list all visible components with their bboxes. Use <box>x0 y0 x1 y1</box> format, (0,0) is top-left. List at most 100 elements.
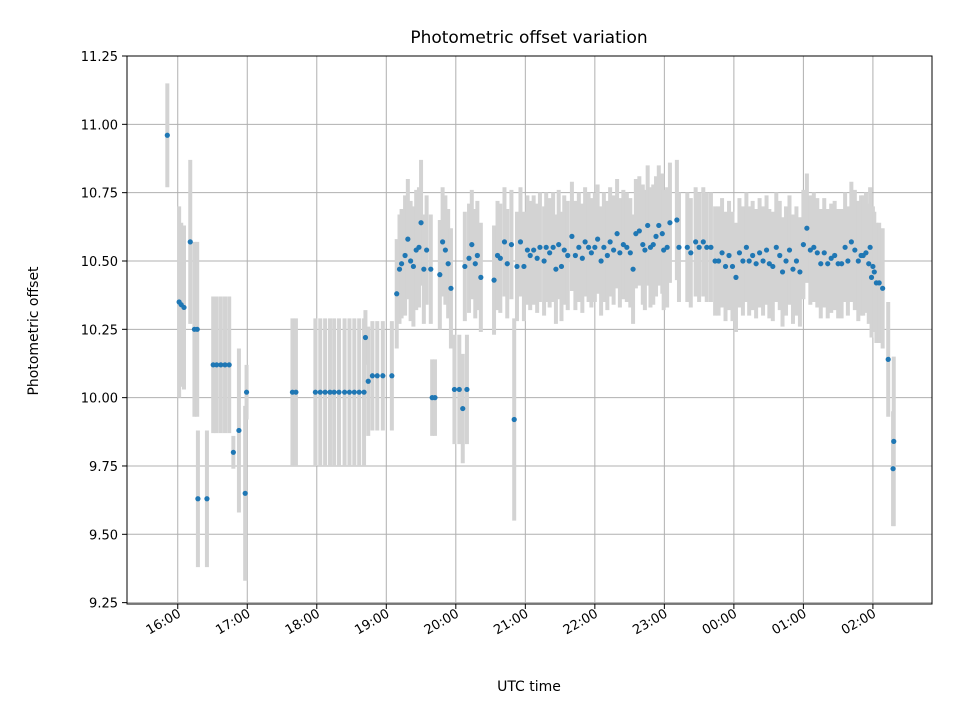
y-tick-label: 9.75 <box>89 460 118 475</box>
data-point <box>797 269 803 275</box>
data-point <box>374 373 380 379</box>
data-point <box>733 274 739 280</box>
data-point <box>645 222 651 229</box>
data-point <box>604 252 610 259</box>
data-point <box>763 247 770 253</box>
data-point <box>556 241 562 248</box>
y-axis-label: Photometric offset <box>26 266 42 396</box>
data-point <box>469 241 475 248</box>
x-tick-label: 22:00 <box>561 606 601 638</box>
data-point <box>491 277 497 283</box>
data-point <box>537 244 543 250</box>
data-point <box>736 250 743 256</box>
data-point <box>543 244 549 250</box>
data-point <box>708 244 714 250</box>
data-points <box>164 132 897 502</box>
data-point <box>636 228 642 234</box>
data-point <box>750 252 756 259</box>
data-point <box>361 389 367 395</box>
data-point <box>356 389 362 395</box>
data-point <box>786 247 793 253</box>
data-point <box>656 222 662 229</box>
data-point <box>630 266 636 272</box>
data-point <box>474 252 480 259</box>
data-point <box>825 261 831 267</box>
data-point <box>327 389 333 395</box>
x-tick-label: 19:00 <box>352 606 392 638</box>
data-point <box>351 389 357 395</box>
data-point <box>460 405 466 412</box>
data-point <box>194 326 200 332</box>
data-point <box>777 252 783 259</box>
data-point <box>582 239 588 245</box>
data-point <box>331 389 337 395</box>
data-point <box>576 244 582 250</box>
data-point <box>418 220 424 226</box>
data-point <box>640 241 646 248</box>
data-point <box>779 269 786 275</box>
data-point <box>579 255 585 261</box>
data-point <box>416 244 422 250</box>
data-point <box>517 239 524 245</box>
data-point <box>588 250 594 256</box>
data-point <box>811 244 817 250</box>
data-point <box>226 362 232 368</box>
data-point <box>783 258 789 264</box>
data-point <box>242 490 248 496</box>
data-point <box>855 258 861 264</box>
y-tick-label: 10.25 <box>81 323 118 338</box>
y-tick-label: 9.50 <box>89 528 118 543</box>
x-tick-label: 21:00 <box>491 606 531 638</box>
data-point <box>704 244 710 250</box>
x-tick-label: 18:00 <box>283 606 323 638</box>
data-point <box>722 263 729 270</box>
y-tick-label: 11.25 <box>81 50 118 65</box>
data-point <box>541 258 547 264</box>
data-point <box>614 231 620 237</box>
data-point <box>804 225 810 231</box>
data-point <box>243 389 250 395</box>
data-point <box>601 244 607 250</box>
data-point <box>312 389 318 395</box>
data-point <box>740 258 746 264</box>
x-tick-label: 02:00 <box>839 606 879 638</box>
data-point <box>814 250 820 256</box>
chart-title: Photometric offset variation <box>410 28 647 48</box>
data-point <box>421 266 427 272</box>
data-point <box>204 496 210 502</box>
data-point <box>293 389 299 395</box>
data-point <box>534 255 540 261</box>
data-point <box>521 263 527 270</box>
data-point <box>405 236 411 242</box>
data-point <box>561 247 567 253</box>
data-point <box>524 247 531 253</box>
data-point <box>550 244 556 250</box>
plot-area-frame <box>126 55 933 605</box>
data-point <box>365 378 371 384</box>
data-point <box>236 427 242 434</box>
data-point <box>181 304 187 311</box>
data-point <box>719 250 725 256</box>
data-point <box>531 247 537 253</box>
data-point <box>828 255 834 261</box>
data-point <box>650 241 656 248</box>
grid-lines <box>127 55 932 604</box>
data-point <box>218 362 224 368</box>
data-point <box>410 263 417 270</box>
data-point <box>569 233 575 239</box>
data-point <box>451 386 458 393</box>
data-point <box>585 244 592 250</box>
data-point <box>653 233 659 239</box>
data-point <box>432 395 438 401</box>
data-point <box>598 258 604 264</box>
data-point <box>456 386 462 393</box>
data-point <box>362 334 369 341</box>
data-point <box>659 231 665 237</box>
y-tick-label: 11.00 <box>81 118 118 133</box>
data-point <box>842 244 848 250</box>
data-point <box>700 239 706 245</box>
data-point <box>369 373 375 379</box>
data-point <box>317 389 323 395</box>
data-point <box>753 261 759 267</box>
